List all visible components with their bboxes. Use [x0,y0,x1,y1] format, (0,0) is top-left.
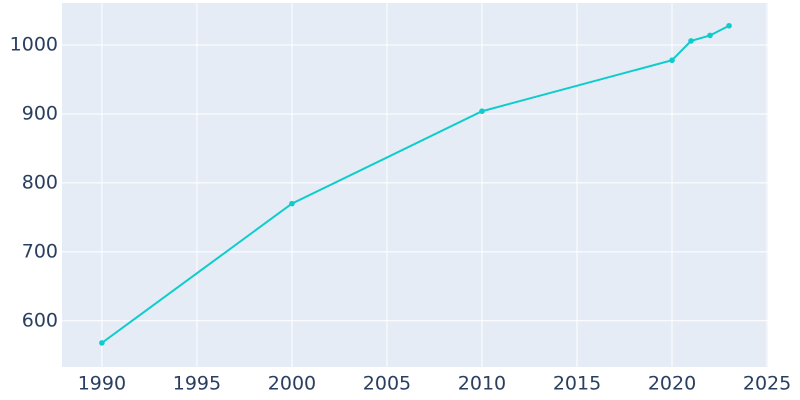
point [479,108,485,115]
x-tick-label: 2015 [553,373,601,395]
x-tick-label: 2025 [743,373,791,395]
point [707,32,713,39]
x-tick-label: 2020 [648,373,696,395]
y-tick-label: 600 [22,309,58,331]
plot-area [62,3,768,367]
x-tick-label: 2010 [458,373,506,395]
point [289,200,295,207]
y-tick-label: 800 [22,171,58,193]
point [669,57,675,64]
point [688,38,694,44]
y-tick-label: 1000 [10,34,58,56]
x-tick-label: 2005 [363,373,411,395]
point [726,22,732,29]
y-tick-label: 700 [22,240,58,262]
x-tick-label: 1995 [173,373,221,395]
point [99,340,105,346]
x-tick-label: 2000 [268,373,316,395]
x-tick-label: 1990 [78,373,126,395]
y-tick-label: 900 [22,102,58,124]
